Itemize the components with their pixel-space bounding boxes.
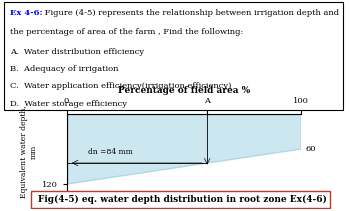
Text: Figure (4-5) represents the relationship between irrigation depth and: Figure (4-5) represents the relationship… xyxy=(42,9,339,17)
Text: B.  Adequacy of irrigation: B. Adequacy of irrigation xyxy=(10,65,119,73)
Text: A.  Water distribution efficiency: A. Water distribution efficiency xyxy=(10,48,145,56)
Text: Ex 4-6:: Ex 4-6: xyxy=(10,9,43,17)
Text: C.  Water application efficiency(irrigation efficiency): C. Water application efficiency(irrigati… xyxy=(10,82,232,90)
Text: the percentage of area of the farm , Find the following:: the percentage of area of the farm , Fin… xyxy=(10,28,244,36)
Y-axis label: Equivalent water depth,
mm: Equivalent water depth, mm xyxy=(20,106,37,198)
Text: 60: 60 xyxy=(306,145,316,153)
X-axis label: Percentage of field area %: Percentage of field area % xyxy=(118,86,250,95)
Text: Fig(4-5) eq. water depth distribution in root zone Ex(4-6): Fig(4-5) eq. water depth distribution in… xyxy=(37,195,327,204)
FancyBboxPatch shape xyxy=(31,191,330,208)
Text: dn =84 mm: dn =84 mm xyxy=(88,148,133,156)
Text: D.  Water storage efficiency: D. Water storage efficiency xyxy=(10,100,127,108)
Polygon shape xyxy=(66,114,301,184)
FancyBboxPatch shape xyxy=(4,2,343,110)
